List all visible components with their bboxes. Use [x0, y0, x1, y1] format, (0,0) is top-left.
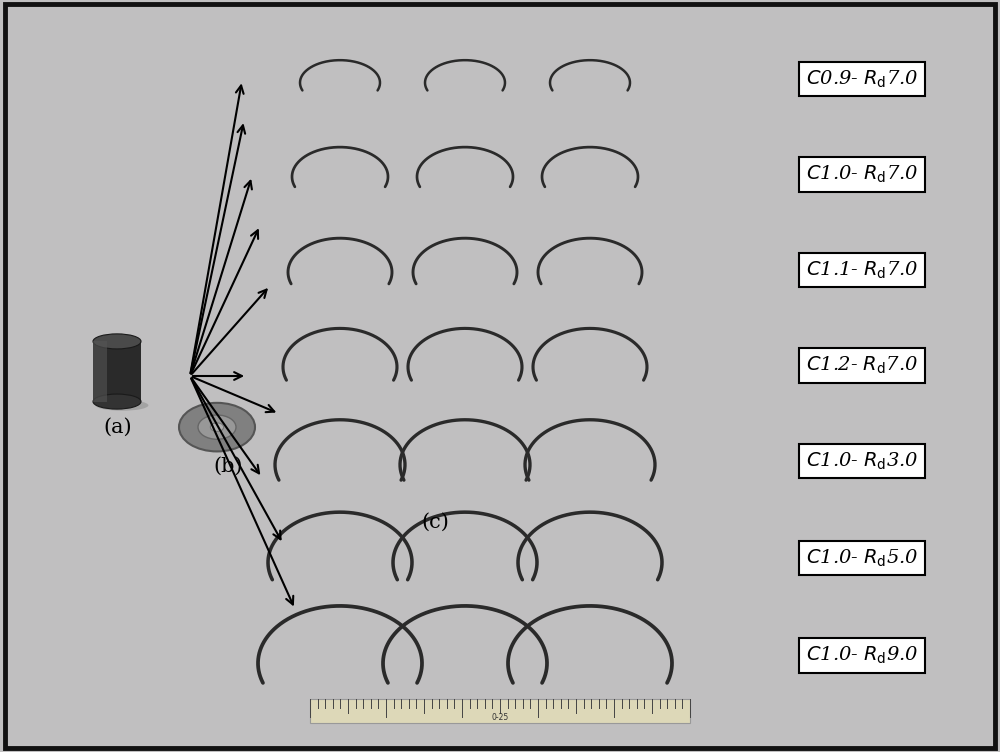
Text: $C$1.0- $R_{\mathrm{d}}$7.0: $C$1.0- $R_{\mathrm{d}}$7.0: [806, 164, 918, 185]
Bar: [310, 699, 690, 723]
Ellipse shape: [198, 415, 236, 439]
Ellipse shape: [96, 400, 148, 411]
Text: (b): (b): [213, 456, 243, 476]
Text: $C$1.0- $R_{\mathrm{d}}$3.0: $C$1.0- $R_{\mathrm{d}}$3.0: [806, 450, 918, 472]
Ellipse shape: [210, 423, 224, 432]
Ellipse shape: [179, 403, 255, 451]
Text: $C$0.9- $R_{\mathrm{d}}$7.0: $C$0.9- $R_{\mathrm{d}}$7.0: [806, 68, 918, 89]
Bar: [93, 341, 141, 402]
Bar: [93, 341, 107, 402]
Text: $C$1.0- $R_{\mathrm{d}}$5.0: $C$1.0- $R_{\mathrm{d}}$5.0: [806, 547, 918, 569]
Text: $C$1.2- $R_{\mathrm{d}}$7.0: $C$1.2- $R_{\mathrm{d}}$7.0: [806, 355, 918, 376]
Text: 0-25: 0-25: [491, 713, 509, 722]
Ellipse shape: [93, 334, 141, 349]
Ellipse shape: [93, 394, 141, 409]
Text: (a): (a): [104, 417, 132, 437]
Text: (c): (c): [421, 513, 449, 532]
Text: $C$1.1- $R_{\mathrm{d}}$7.0: $C$1.1- $R_{\mathrm{d}}$7.0: [806, 259, 918, 280]
Text: $C$1.0- $R_{\mathrm{d}}$9.0: $C$1.0- $R_{\mathrm{d}}$9.0: [806, 645, 918, 666]
